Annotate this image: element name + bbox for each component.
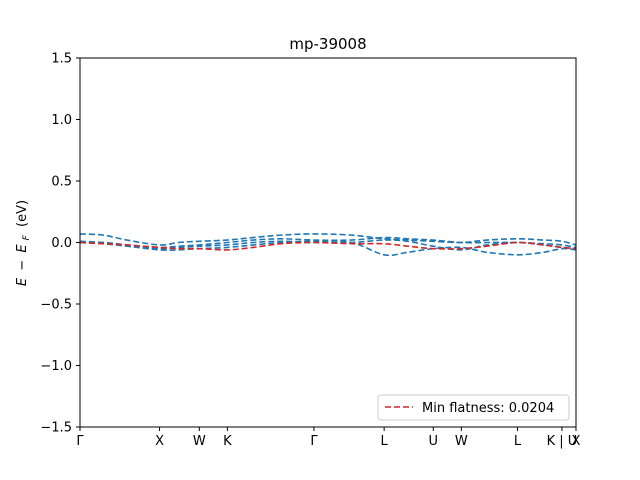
x-tick-label: K bbox=[223, 434, 232, 449]
chart-title: mp-39008 bbox=[289, 35, 366, 53]
y-tick-label: 1.5 bbox=[51, 52, 72, 67]
band-series-0 bbox=[79, 233, 577, 246]
x-tick-label: X bbox=[155, 434, 164, 449]
y-axis-label-minus: − bbox=[15, 260, 30, 271]
y-tick-label: 0.0 bbox=[51, 236, 72, 251]
x-tick-label: K | U bbox=[547, 434, 578, 449]
y-axis-label-e: E bbox=[15, 277, 30, 286]
y-tick-label: 0.5 bbox=[51, 175, 72, 190]
legend-box bbox=[377, 394, 570, 421]
x-tick-label: Γ bbox=[76, 434, 84, 449]
legend-label: Min flatness: 0.0204 bbox=[422, 401, 554, 416]
y-axis-label-sub: F bbox=[22, 234, 32, 240]
x-tick-label: W bbox=[455, 434, 468, 449]
y-axis-label: E − E F (eV) bbox=[15, 200, 33, 286]
y-ticks: −1.5 −1.0 −0.5 0.0 0.5 1.0 1.5 bbox=[40, 52, 80, 436]
y-tick-label: 1.0 bbox=[51, 113, 72, 128]
svg-text:E − E F: E − E F (eV) bbox=[15, 200, 33, 286]
y-tick-label: −1.5 bbox=[40, 421, 72, 436]
series-layer bbox=[79, 233, 577, 257]
band-series-4 bbox=[79, 241, 577, 251]
y-tick-label: −0.5 bbox=[40, 298, 72, 313]
y-tick-label: −1.0 bbox=[40, 359, 72, 374]
x-tick-label: X bbox=[572, 434, 581, 449]
x-tick-label: Γ bbox=[310, 434, 318, 449]
x-tick-label: L bbox=[381, 434, 389, 449]
x-tick-label: U bbox=[429, 434, 439, 449]
plot-area-frame bbox=[79, 57, 577, 428]
legend: Min flatness: 0.0204 bbox=[377, 394, 570, 421]
x-tick-label: W bbox=[193, 434, 206, 449]
x-tick-label: L bbox=[514, 434, 522, 449]
y-axis-label-ef: E bbox=[15, 244, 30, 253]
y-axis-label-unit: (eV) bbox=[15, 200, 30, 227]
